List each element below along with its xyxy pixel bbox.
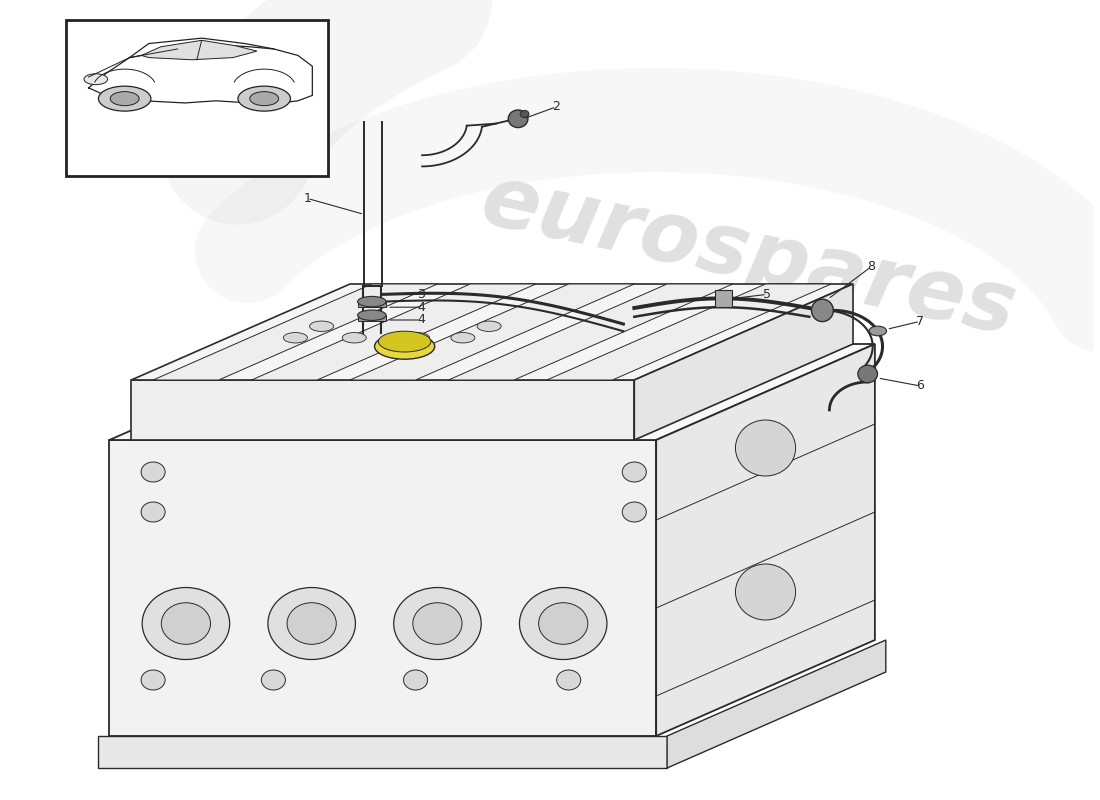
Text: 5: 5 <box>763 288 771 301</box>
Polygon shape <box>131 284 852 380</box>
Ellipse shape <box>141 462 165 482</box>
Polygon shape <box>252 284 536 380</box>
Ellipse shape <box>284 333 307 343</box>
Ellipse shape <box>358 296 386 306</box>
Polygon shape <box>657 344 874 736</box>
Polygon shape <box>350 284 635 380</box>
Ellipse shape <box>141 670 165 690</box>
Polygon shape <box>358 315 386 321</box>
Ellipse shape <box>162 602 210 644</box>
Polygon shape <box>667 640 886 768</box>
Ellipse shape <box>519 587 607 659</box>
Ellipse shape <box>412 602 462 644</box>
Text: a passion for parts since 1985: a passion for parts since 1985 <box>258 553 704 671</box>
Text: 1: 1 <box>304 192 311 205</box>
Ellipse shape <box>250 92 278 106</box>
Ellipse shape <box>358 310 386 320</box>
Polygon shape <box>109 344 874 440</box>
Ellipse shape <box>342 333 366 343</box>
Ellipse shape <box>736 564 795 620</box>
Ellipse shape <box>477 321 502 331</box>
Text: 6: 6 <box>916 379 924 393</box>
Ellipse shape <box>623 502 647 522</box>
Ellipse shape <box>736 420 795 476</box>
Ellipse shape <box>262 670 285 690</box>
Polygon shape <box>449 284 733 380</box>
Ellipse shape <box>623 462 647 482</box>
Polygon shape <box>153 284 438 380</box>
Ellipse shape <box>404 670 428 690</box>
Ellipse shape <box>557 670 581 690</box>
Ellipse shape <box>406 333 430 343</box>
Ellipse shape <box>110 92 139 106</box>
Bar <box>715 290 732 307</box>
Ellipse shape <box>451 333 475 343</box>
Ellipse shape <box>378 331 431 352</box>
Polygon shape <box>635 284 852 440</box>
Ellipse shape <box>858 365 878 382</box>
Polygon shape <box>142 40 257 60</box>
Ellipse shape <box>539 602 587 644</box>
Ellipse shape <box>287 602 337 644</box>
Ellipse shape <box>394 587 481 659</box>
Ellipse shape <box>141 502 165 522</box>
Ellipse shape <box>812 299 834 322</box>
Text: 8: 8 <box>868 260 876 273</box>
Text: 4: 4 <box>417 301 425 314</box>
Ellipse shape <box>520 110 529 118</box>
Ellipse shape <box>869 326 887 336</box>
Polygon shape <box>109 440 657 736</box>
Ellipse shape <box>508 110 528 127</box>
Ellipse shape <box>309 321 333 331</box>
Text: 4: 4 <box>417 314 425 326</box>
Bar <box>66 20 328 176</box>
Ellipse shape <box>238 86 290 111</box>
Text: 2: 2 <box>552 100 560 114</box>
Polygon shape <box>131 380 635 440</box>
Ellipse shape <box>84 74 108 85</box>
Polygon shape <box>358 302 386 307</box>
Ellipse shape <box>268 587 355 659</box>
Polygon shape <box>98 736 667 768</box>
Text: 3: 3 <box>417 288 425 301</box>
Text: 7: 7 <box>916 315 924 328</box>
Ellipse shape <box>98 86 151 111</box>
Ellipse shape <box>375 334 434 359</box>
Ellipse shape <box>142 587 230 659</box>
Text: eurospares: eurospares <box>474 159 1024 353</box>
Polygon shape <box>547 284 832 380</box>
